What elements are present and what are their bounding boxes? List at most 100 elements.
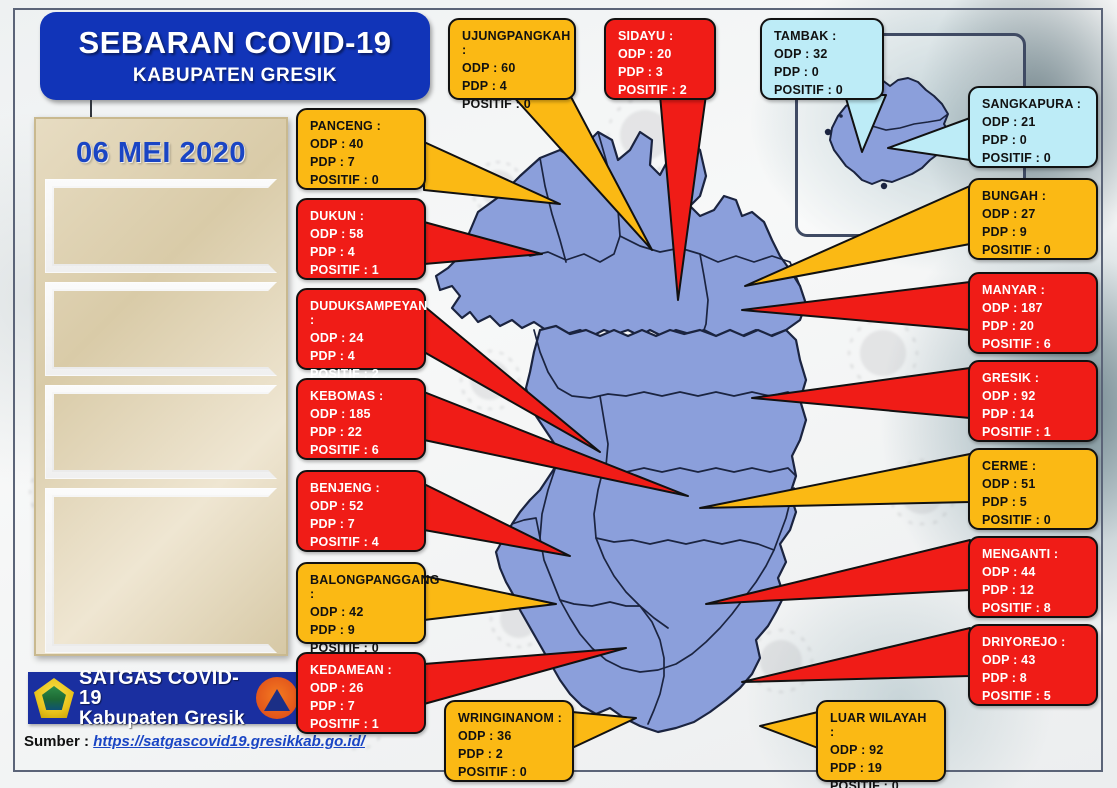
district-odp: ODP : 60	[462, 61, 516, 75]
district-odp: ODP : 20	[618, 47, 672, 61]
district-positif: POSITIF : 1	[310, 716, 379, 731]
district-odp: ODP : 52	[310, 499, 364, 513]
district-name: BENJENG :	[310, 481, 380, 495]
district-name: TAMBAK :	[774, 29, 837, 43]
source-url-link[interactable]: https://satgascovid19.gresikkab.go.id/	[93, 733, 365, 750]
district-odp: ODP : 43	[982, 653, 1036, 667]
callout-panceng[interactable]: PANCENG : ODP : 40 PDP : 7 POSITIF : 0	[296, 108, 426, 190]
district-odp: ODP : 27	[982, 207, 1036, 221]
callout-luar-wilayah[interactable]: LUAR WILAYAH : ODP : 92 PDP : 19 POSITIF…	[816, 700, 946, 788]
district-positif: POSITIF : 0	[982, 150, 1051, 165]
district-odp: ODP : 32	[774, 47, 828, 61]
district-positif: POSITIF : 0	[310, 640, 379, 655]
district-pdp: PDP : 20	[982, 318, 1035, 333]
district-pdp: PDP : 7	[310, 516, 355, 531]
bnpb-logo-icon	[256, 677, 298, 719]
district-odp: ODP : 36	[458, 729, 512, 743]
district-odp: ODP : 44	[982, 565, 1036, 579]
district-name: DRIYOREJO :	[982, 635, 1066, 649]
callout-benjeng[interactable]: BENJENG : ODP : 52 PDP : 7 POSITIF : 4	[296, 470, 426, 552]
callout-sangkapura[interactable]: SANGKAPURA : ODP : 21 PDP : 0 POSITIF : …	[968, 86, 1098, 168]
title-banner: SEBARAN COVID-19 KABUPATEN GRESIK	[40, 12, 430, 100]
district-positif: POSITIF : 0	[458, 764, 527, 779]
district-name: MENGANTI :	[982, 547, 1059, 561]
district-positif: POSITIF : 1	[982, 424, 1051, 439]
district-positif: POSITIF : 8	[982, 600, 1051, 615]
district-positif: POSITIF : 2	[618, 82, 687, 97]
satgas-logo-bar: SATGAS COVID-19 Kabupaten Gresik	[28, 667, 304, 728]
district-odp: ODP : 21	[982, 115, 1036, 129]
district-pdp: PDP : 22	[310, 424, 363, 439]
district-odp: ODP : 40	[310, 137, 364, 151]
district-name: DUKUN :	[310, 209, 365, 223]
callout-cerme[interactable]: CERME : ODP : 51 PDP : 5 POSITIF : 0	[968, 448, 1098, 530]
district-pdp: PDP : 7	[310, 698, 355, 713]
report-date: 06 MEI 2020	[76, 137, 246, 169]
callout-bungah[interactable]: BUNGAH : ODP : 27 PDP : 9 POSITIF : 0	[968, 178, 1098, 260]
title-stem	[90, 100, 92, 122]
logo-line2: Kabupaten Gresik	[79, 707, 245, 729]
callout-gresik[interactable]: GRESIK : ODP : 92 PDP : 14 POSITIF : 1	[968, 360, 1098, 442]
district-pdp: PDP : 4	[310, 348, 355, 363]
logo-line1: SATGAS COVID-19	[79, 666, 240, 710]
district-positif: POSITIF : 6	[310, 442, 379, 457]
district-name: KEBOMAS :	[310, 389, 384, 403]
district-odp: ODP : 51	[982, 477, 1036, 491]
district-pdp: PDP : 4	[462, 78, 507, 93]
district-positif: POSITIF : 0	[462, 96, 531, 111]
callout-balongpanggang[interactable]: BALONGPANGGANG : ODP : 42 PDP : 9 POSITI…	[296, 562, 439, 655]
district-name: UJUNGPANGKAH :	[462, 29, 571, 57]
district-pdp: PDP : 19	[830, 760, 883, 775]
district-name: CERME :	[982, 459, 1037, 473]
callout-kedamean[interactable]: KEDAMEAN : ODP : 26 PDP : 7 POSITIF : 1	[296, 652, 426, 734]
district-pdp: PDP : 9	[310, 622, 355, 637]
district-pdp: PDP : 0	[982, 132, 1027, 147]
district-positif: POSITIF : 0	[310, 172, 379, 187]
callout-duduksampeyan[interactable]: DUDUKSAMPEYAN : ODP : 24 PDP : 4 POSITIF…	[296, 288, 428, 381]
district-name: DUDUKSAMPEYAN :	[310, 299, 428, 327]
district-pdp: PDP : 8	[982, 670, 1027, 685]
district-positif: POSITIF : 5	[982, 688, 1051, 703]
district-pdp: PDP : 5	[982, 494, 1027, 509]
callout-ujungpangkah[interactable]: UJUNGPANGKAH : ODP : 60 PDP : 4 POSITIF …	[448, 18, 576, 111]
district-pdp: PDP : 12	[982, 582, 1035, 597]
district-name: BUNGAH :	[982, 189, 1047, 203]
district-positif: POSITIF : 0	[830, 778, 899, 788]
district-pdp: PDP : 3	[618, 64, 663, 79]
district-odp: ODP : 24	[310, 331, 364, 345]
statistics-panel: 06 MEI 2020 ODR : 1058 PENAMBAHAN : 0 OD…	[34, 117, 288, 656]
callout-kebomas[interactable]: KEBOMAS : ODP : 185 PDP : 22 POSITIF : 6	[296, 378, 426, 460]
callout-driyorejo[interactable]: DRIYOREJO : ODP : 43 PDP : 8 POSITIF : 5	[968, 624, 1098, 706]
source-line: Sumber : https://satgascovid19.gresikkab…	[24, 733, 365, 750]
district-name: SANGKAPURA :	[982, 97, 1082, 111]
district-name: WRINGINANOM :	[458, 711, 562, 725]
district-positif: POSITIF : 1	[310, 262, 379, 277]
callout-menganti[interactable]: MENGANTI : ODP : 44 PDP : 12 POSITIF : 8	[968, 536, 1098, 618]
district-positif: POSITIF : 6	[982, 336, 1051, 351]
gresik-seal-icon	[34, 678, 74, 718]
callout-wringinanom[interactable]: WRINGINANOM : ODP : 36 PDP : 2 POSITIF :…	[444, 700, 574, 782]
district-positif: POSITIF : 4	[310, 534, 379, 549]
district-pdp: PDP : 7	[310, 154, 355, 169]
source-label: Sumber :	[24, 733, 90, 750]
district-positif: POSITIF : 2	[310, 366, 379, 381]
district-pdp: PDP : 14	[982, 406, 1035, 421]
district-odp: ODP : 26	[310, 681, 364, 695]
page-subtitle: KABUPATEN GRESIK	[132, 65, 338, 86]
district-positif: POSITIF : 0	[982, 512, 1051, 527]
callout-tambak[interactable]: TAMBAK : ODP : 32 PDP : 0 POSITIF : 0	[760, 18, 884, 100]
callout-sidayu[interactable]: SIDAYU : ODP : 20 PDP : 3 POSITIF : 2	[604, 18, 716, 100]
district-positif: POSITIF : 0	[774, 82, 843, 97]
callout-dukun[interactable]: DUKUN : ODP : 58 PDP : 4 POSITIF : 1	[296, 198, 426, 280]
district-odp: ODP : 42	[310, 605, 364, 619]
district-name: KEDAMEAN :	[310, 663, 392, 677]
district-odp: ODP : 92	[982, 389, 1036, 403]
district-name: SIDAYU :	[618, 29, 674, 43]
district-odp: ODP : 92	[830, 743, 884, 757]
callout-manyar[interactable]: MANYAR : ODP : 187 PDP : 20 POSITIF : 6	[968, 272, 1098, 354]
district-name: PANCENG :	[310, 119, 382, 133]
district-name: MANYAR :	[982, 283, 1045, 297]
district-odp: ODP : 58	[310, 227, 364, 241]
